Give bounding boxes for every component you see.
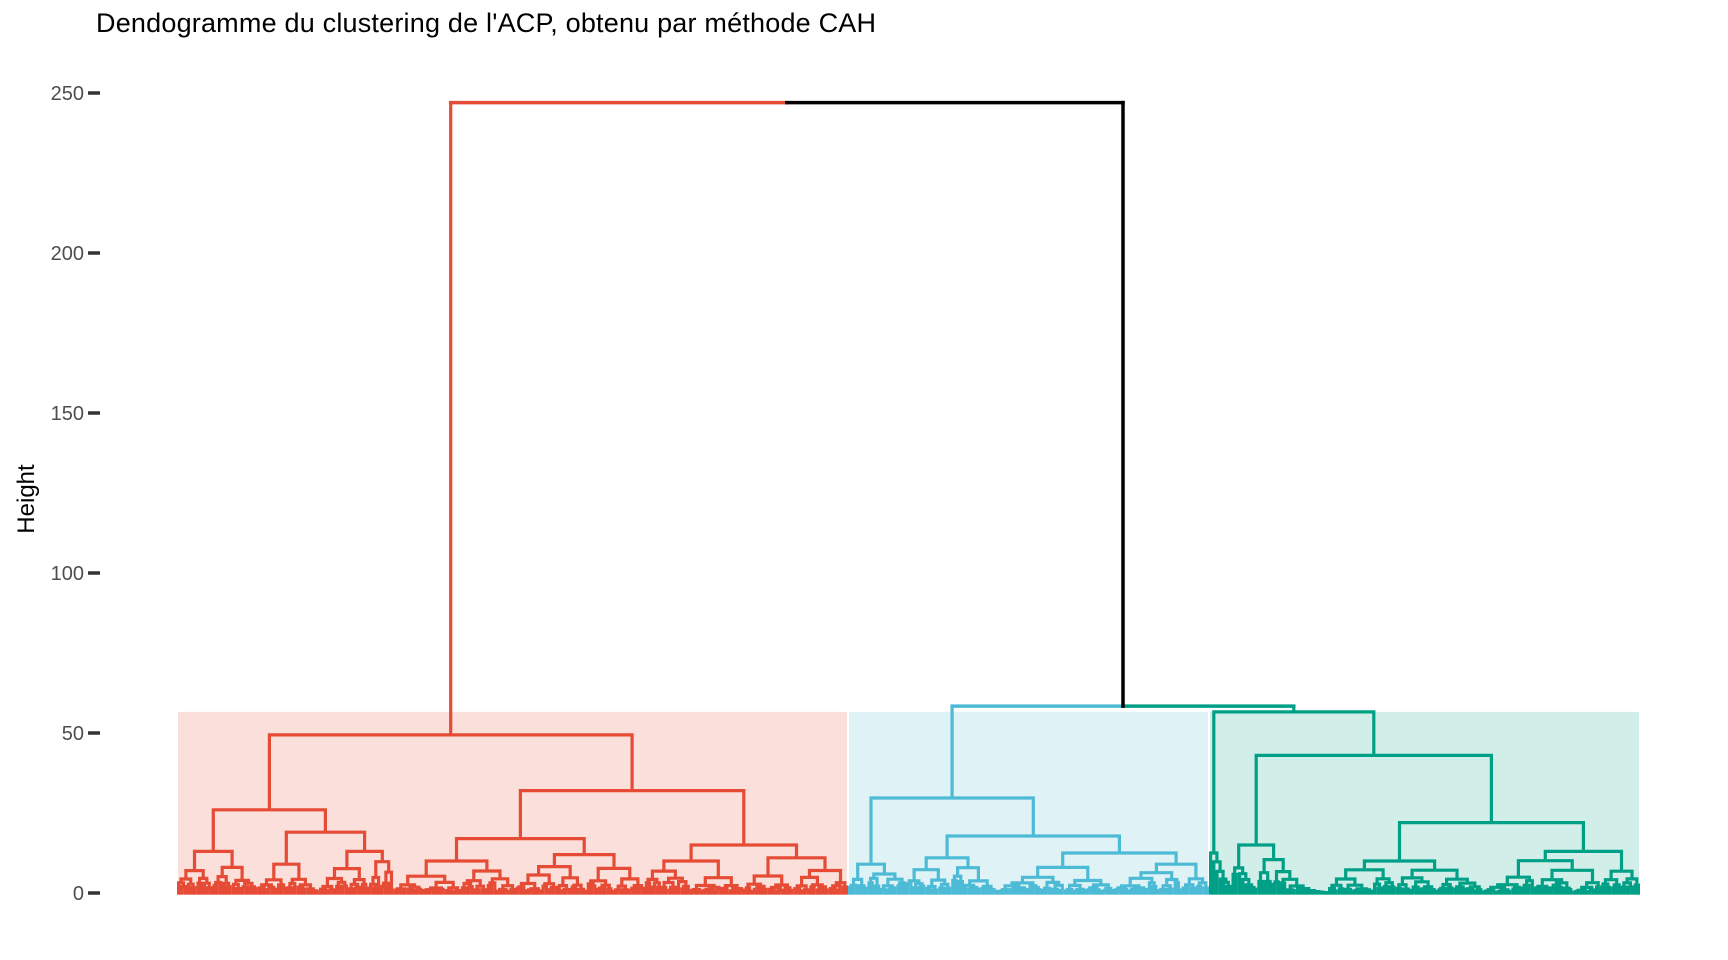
y-tick-label-50: 50 (62, 723, 84, 745)
y-tick-label-250: 250 (51, 83, 84, 105)
y-tick-label-150: 150 (51, 403, 84, 425)
chart-title: Dendogramme du clustering de l'ACP, obte… (96, 8, 877, 38)
y-tick-label-100: 100 (51, 563, 84, 585)
cluster-3-branches (1209, 704, 1640, 895)
y-tick-label-0: 0 (73, 883, 84, 905)
cluster-1-branches (177, 101, 848, 895)
y-tick-label-200: 200 (51, 243, 84, 265)
cluster-2-region (849, 711, 1208, 895)
cluster-3-region (1210, 711, 1639, 895)
cluster-2-branches (848, 704, 1209, 895)
cluster-1-region (178, 711, 847, 895)
